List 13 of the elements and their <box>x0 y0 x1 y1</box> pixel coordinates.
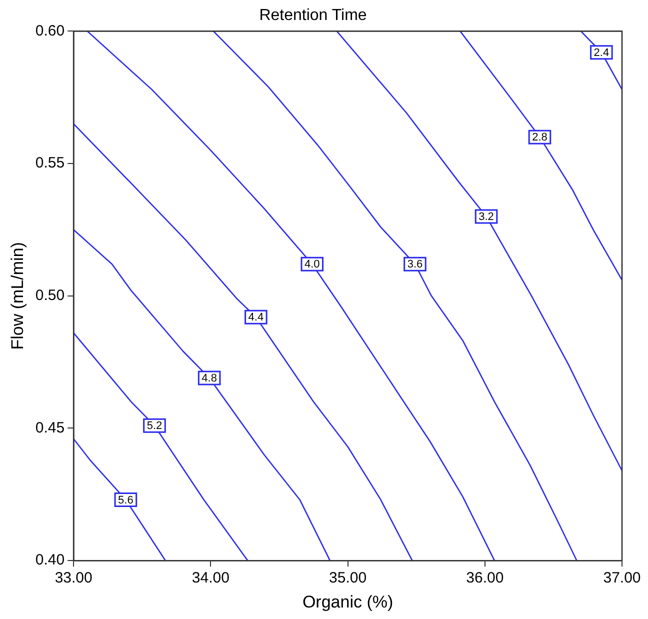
x-tick-label: 33.00 <box>54 570 92 587</box>
x-tick-label: 36.00 <box>466 570 504 587</box>
y-tick-label: 0.55 <box>35 154 65 172</box>
x-tick-label: 37.00 <box>603 570 641 587</box>
y-tick-label: 0.45 <box>35 419 65 436</box>
y-axis-title: Flow (mL/min) <box>8 242 27 350</box>
y-tick-label: 0.60 <box>35 22 65 40</box>
y-tick-label: 0.50 <box>35 287 65 304</box>
chart-title: Retention Time <box>259 7 367 24</box>
x-tick-label: 35.00 <box>329 570 367 587</box>
x-axis-title: Organic (%) <box>302 592 394 612</box>
x-tick-label: 34.00 <box>192 570 230 587</box>
y-tick-label: 0.40 <box>35 552 65 569</box>
